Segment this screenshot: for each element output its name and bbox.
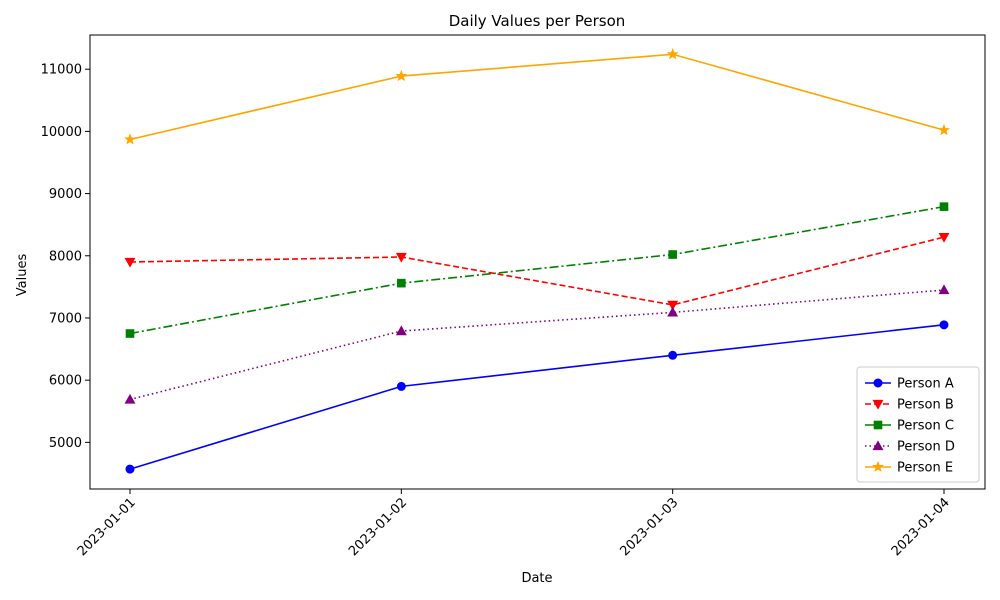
legend-item: Person D bbox=[865, 440, 955, 455]
series-line bbox=[129, 236, 945, 306]
legend-frame bbox=[856, 366, 980, 483]
data-point-marker bbox=[872, 460, 884, 473]
data-point-marker bbox=[938, 284, 950, 295]
x-axis-title: Date bbox=[521, 571, 552, 586]
x-tick-label: 2023-01-02 bbox=[346, 495, 410, 559]
series-line bbox=[129, 205, 945, 335]
data-point-marker bbox=[666, 48, 679, 60]
data-point-marker bbox=[667, 300, 679, 311]
legend-item: Person B bbox=[865, 398, 954, 413]
y-tick-label: 7000 bbox=[49, 311, 82, 326]
data-point-marker bbox=[939, 320, 949, 330]
data-point-marker bbox=[396, 381, 406, 391]
data-point-marker bbox=[397, 278, 406, 288]
data-point-marker bbox=[124, 257, 136, 268]
y-tick-label: 9000 bbox=[49, 187, 82, 202]
data-point-marker bbox=[939, 202, 949, 211]
legend-label: Person D bbox=[897, 440, 955, 455]
x-tick-label: 2023-01-04 bbox=[889, 495, 953, 559]
legend-item: Person E bbox=[865, 461, 953, 476]
data-point-marker bbox=[938, 232, 950, 243]
data-point-marker bbox=[395, 252, 407, 263]
y-tick-label: 10000 bbox=[41, 125, 82, 140]
series-person-a bbox=[125, 320, 949, 474]
y-tick-label: 11000 bbox=[41, 63, 82, 78]
data-point-marker bbox=[872, 399, 884, 410]
series-line bbox=[129, 324, 945, 470]
data-point-marker bbox=[873, 378, 883, 388]
legend-item: Person C bbox=[865, 419, 954, 434]
data-point-marker bbox=[124, 133, 136, 145]
legend-item: Person A bbox=[865, 377, 954, 392]
data-point-marker bbox=[395, 325, 407, 336]
x-tick-label: 2023-01-03 bbox=[617, 495, 681, 559]
series-group bbox=[124, 48, 950, 474]
chart-title: Daily Values per Person bbox=[449, 12, 626, 30]
legend: Person A Person B Person C Person D Person E bbox=[856, 366, 980, 483]
legend-label: Person A bbox=[897, 377, 954, 392]
legend-label: Person C bbox=[897, 419, 954, 434]
legend-label: Person E bbox=[897, 461, 953, 476]
series-person-c bbox=[125, 202, 949, 338]
plot-frame bbox=[89, 34, 986, 490]
series-line bbox=[129, 289, 945, 401]
legend-label: Person B bbox=[897, 398, 954, 413]
axes: 5000 6000 7000 8000 9000 10000 11000 2023-01-01… bbox=[41, 34, 986, 559]
y-tick-label: 6000 bbox=[49, 374, 82, 389]
y-tick-label: 8000 bbox=[49, 249, 82, 264]
data-point-marker bbox=[125, 464, 135, 474]
data-point-marker bbox=[667, 306, 679, 317]
data-point-marker bbox=[938, 123, 950, 136]
data-point-marker bbox=[124, 393, 136, 404]
y-axis-title: Values bbox=[15, 254, 30, 297]
data-point-marker bbox=[125, 329, 135, 338]
data-point-marker bbox=[873, 420, 883, 430]
y-tick-label: 5000 bbox=[49, 436, 82, 451]
series-person-b bbox=[124, 232, 950, 311]
data-point-marker bbox=[668, 250, 677, 259]
x-tick-label: 2023-01-01 bbox=[75, 495, 139, 559]
series-line bbox=[129, 53, 945, 141]
series-person-d bbox=[124, 284, 950, 404]
data-point-marker bbox=[668, 350, 678, 360]
data-point-marker bbox=[872, 440, 884, 451]
series-person-e bbox=[124, 48, 950, 145]
data-point-marker bbox=[395, 69, 408, 82]
